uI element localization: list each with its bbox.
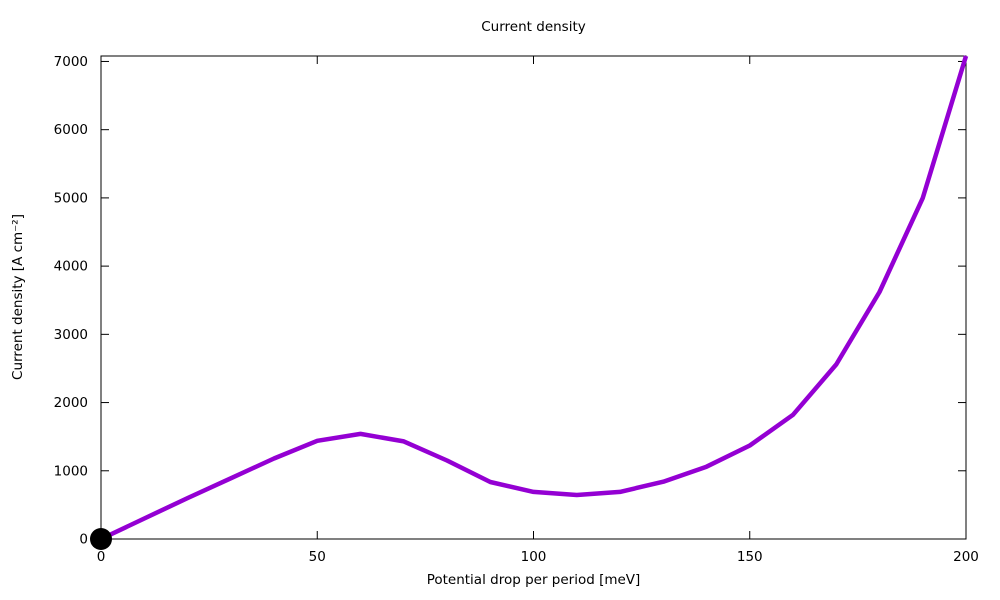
y-tick-label: 2000 <box>54 395 88 411</box>
axis-ticks <box>100 56 967 540</box>
x-tick-label: 100 <box>521 549 547 565</box>
y-tick-label: 7000 <box>54 54 88 70</box>
x-tick-label: 200 <box>953 549 979 565</box>
axis-tick-labels: 0 50 100 150 2000100020003000400050006000700… <box>54 54 979 565</box>
origin-data-point-marker <box>90 528 112 550</box>
y-tick-label: 3000 <box>54 327 88 343</box>
x-axis-label: Potential drop per period [meV] <box>426 572 641 588</box>
x-tick-label: 50 <box>309 549 326 565</box>
data-point-marker <box>90 528 112 550</box>
y-tick-label: 6000 <box>54 122 88 138</box>
x-tick-label: 150 <box>737 549 763 565</box>
y-tick-label: 0 <box>79 532 88 548</box>
y-tick-label: 5000 <box>54 190 88 206</box>
current-density-curve <box>100 55 969 542</box>
y-tick-label: 1000 <box>54 463 88 479</box>
y-tick-label: 4000 <box>54 259 88 275</box>
x-tick-label: 0 <box>97 549 106 565</box>
chart-title: Current density <box>481 19 586 35</box>
plot-border <box>100 55 967 540</box>
